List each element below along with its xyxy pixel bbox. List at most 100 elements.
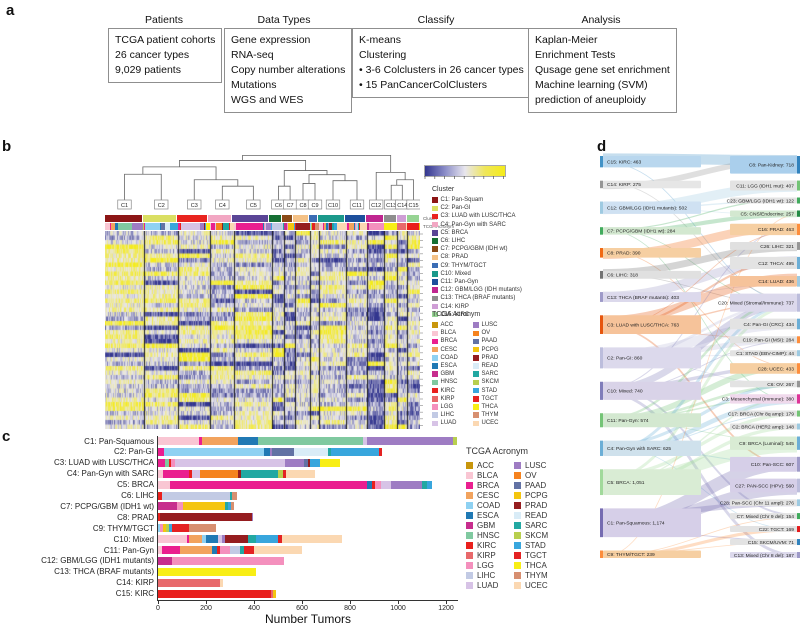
legend-swatch [432,379,438,386]
sankey-left-node: C2: Pan-GI: 860 [600,347,701,369]
cluster-strip-segment [366,215,384,222]
svg-text:C19: Pan-GI (MSI): 284: C19: Pan-GI (MSI): 284 [743,338,795,344]
legend-label: KIRC [440,387,455,394]
stacked-bar [158,480,432,489]
legend-label: LUSC [481,322,498,329]
legend-label: THCA [525,560,547,570]
bar-segment [162,469,190,478]
y-axis-line [157,436,158,601]
acronym-strip-segment [310,223,312,230]
sankey-right-node: C26: LIHC: 321 [730,242,800,250]
bar-segment [273,589,276,598]
acronym-strip-segment [204,223,207,230]
legend-label: LIHC [477,570,496,580]
sankey-left-node: C12: GBM/LGG (IDH1 mutants): 502 [600,201,701,214]
legend-swatch [514,461,521,469]
svg-text:C8: Pan-Kidney: 718: C8: Pan-Kidney: 718 [749,163,794,169]
legend-swatch [473,363,479,369]
dendrogram-cluster-box: C5 [250,203,257,209]
bar-label: C14: KIRP [116,578,154,588]
bar-label: C1: Pan-Squamous [84,436,154,446]
svg-text:C7: PCPG/GBM (IDH1 wt): 284: C7: PCPG/GBM (IDH1 wt): 284 [607,229,675,235]
legend-swatch [466,481,473,489]
dendrogram-cluster-box: C13 [386,203,396,209]
bar-segment [158,458,166,467]
acronym-strip-segment [355,223,357,230]
legend-swatch [473,355,479,361]
bar-segment [199,469,239,478]
bar-segment [164,447,264,456]
x-axis-title: Number Tumors [264,612,352,626]
stacked-bar [158,546,302,554]
cluster-legend-item: C12: GBM/LGG (IDH mutants) [432,286,522,294]
legend-swatch [473,338,479,345]
legend-swatch [432,404,438,410]
dendrogram-cluster-box: C10 [328,203,338,209]
legend-swatch [514,471,521,479]
legend-label: READ [481,363,499,370]
bar-segment [216,546,221,554]
acronym-strip-segment [170,223,178,230]
bar-label: C2: Pan-GI [113,447,154,457]
legend-swatch [432,303,438,310]
acronym-strip-segment [110,223,116,230]
acronym-strip-segment [222,223,229,230]
legend-swatch [432,355,438,361]
svg-text:C1: Pan-Squamous: 1,174: C1: Pan-Squamous: 1,174 [607,521,665,527]
acronym-legend-item: ACC [432,321,458,329]
bar-segment [256,535,278,544]
bar-segment [238,469,241,478]
bar-segment [229,546,240,554]
sankey-right-node: C14: LUAD: 436 [730,275,800,287]
acronym-strip-segment [283,223,285,230]
bar-segment [270,589,274,598]
legend-label: SKCM [525,530,549,540]
sankey-right-node: C2: BRCA (HER2 amp): 148 [730,423,800,430]
acronym-strip-segment [200,223,204,230]
acronym-legend-item: LIHC [432,411,458,419]
cluster-strip-segment [105,215,144,222]
svg-text:C1: STAD (EBV-CIMP): 44: C1: STAD (EBV-CIMP): 44 [736,351,794,357]
legend-label: THCA [481,403,498,410]
legend-swatch [432,322,438,328]
legend-swatch [466,581,473,589]
legend-swatch [466,541,473,549]
dendrogram-cluster-box: C15 [409,203,419,209]
acronym-legend-item-c: PCPG [514,490,548,500]
sankey-right-node: C1: STAD (EBV-CIMP): 44 [730,350,800,357]
workflow-step-line: • 3-6 Colclusters in 26 cancer types [359,64,524,76]
workflow-step-title: Classify [417,14,455,26]
bar-segment [158,589,271,598]
bar-segment [286,469,316,478]
svg-text:C4: Pan-GI (CRC): 434: C4: Pan-GI (CRC): 434 [743,322,794,328]
legend-label: KIRC [477,540,497,550]
acronym-strip-segment [206,223,210,230]
legend-swatch [514,491,521,499]
cluster-annotation-strip [105,215,420,222]
legend-label: KIRP [477,550,496,560]
acronym-strip-segment [272,223,284,230]
acronym-legend-item-c: LUSC [514,460,548,470]
sankey-left-node: C14: KIRP: 275 [600,180,701,188]
legend-label: C1: Pan-Squam [440,197,484,204]
bar-segment [166,524,169,533]
legend-swatch [473,420,479,427]
legend-swatch [466,491,473,499]
acronym-legend-item: COAD [432,354,458,362]
cluster-legend: C1: Pan-Squam C2: Pan-GI C3: LUAD with LUS… [432,196,522,319]
sankey-right-node: C4: Pan-GI (CRC): 434 [730,318,800,330]
bar-segment [240,469,278,478]
acronym-strip-segment [105,223,111,230]
bar-segment [251,513,253,522]
legend-label: OV [525,470,537,480]
svg-text:C13: THCA (BRAF mutants): 403: C13: THCA (BRAF mutants): 403 [607,295,679,301]
acronym-strip-segment [356,223,358,230]
x-axis-line [158,600,458,601]
bar-segment [271,447,294,456]
bar-label: C3: LUAD with LUSC/THCA [53,458,154,468]
sankey-right-node: C28: UCEC: 433 [730,363,800,374]
acronym-legend-item-c: KIRC [466,540,500,550]
bar-segment [247,535,257,544]
bar-segment [307,458,311,467]
cluster-strip-segment [318,215,345,222]
